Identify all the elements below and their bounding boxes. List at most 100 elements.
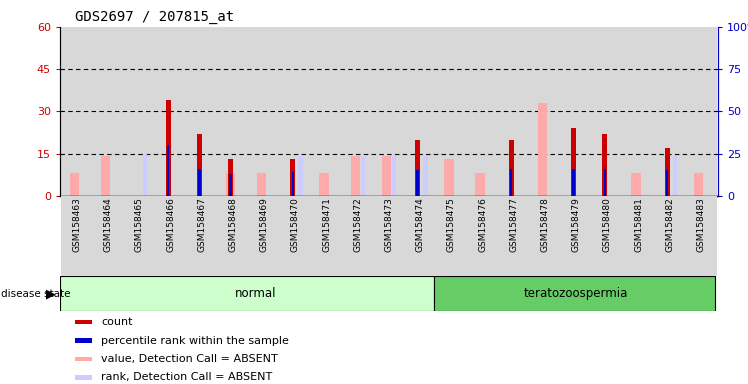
Text: GSM158467: GSM158467 — [197, 197, 206, 252]
Bar — [257, 173, 266, 196]
Text: GSM158480: GSM158480 — [603, 197, 612, 252]
Bar — [592, 196, 623, 276]
Bar — [623, 27, 654, 196]
Bar — [666, 170, 669, 196]
Bar — [436, 196, 467, 276]
Bar — [280, 196, 311, 276]
Bar — [373, 27, 405, 196]
Bar — [165, 100, 171, 196]
Bar — [155, 27, 186, 196]
Bar — [685, 27, 717, 196]
Bar — [417, 170, 419, 196]
Bar — [685, 196, 717, 276]
Bar — [373, 196, 405, 276]
Text: GSM158475: GSM158475 — [447, 197, 456, 252]
Bar — [592, 27, 623, 196]
Bar — [61, 196, 93, 276]
Bar — [623, 196, 654, 276]
Text: GSM158463: GSM158463 — [73, 197, 82, 252]
Bar — [61, 27, 93, 196]
Bar — [218, 196, 248, 276]
Bar — [602, 134, 607, 196]
Bar — [93, 27, 123, 196]
Bar — [392, 156, 396, 196]
Text: GSM158466: GSM158466 — [166, 197, 175, 252]
Text: GSM158478: GSM158478 — [541, 197, 550, 252]
Bar — [167, 145, 169, 196]
Bar — [560, 196, 592, 276]
Bar — [218, 27, 248, 196]
Bar — [381, 156, 391, 196]
Bar — [290, 159, 295, 196]
Bar — [298, 156, 303, 196]
Bar — [444, 159, 453, 196]
Text: GSM158481: GSM158481 — [634, 197, 643, 252]
Text: GSM158482: GSM158482 — [665, 197, 674, 252]
Bar — [229, 174, 232, 196]
Text: ▶: ▶ — [46, 287, 55, 300]
Bar — [280, 27, 311, 196]
Bar — [311, 196, 342, 276]
Bar — [673, 156, 677, 196]
Text: rank, Detection Call = ABSENT: rank, Detection Call = ABSENT — [101, 372, 272, 382]
Bar — [665, 148, 669, 196]
Bar — [101, 156, 111, 196]
Bar — [415, 139, 420, 196]
Text: GSM158471: GSM158471 — [322, 197, 331, 252]
Text: percentile rank within the sample: percentile rank within the sample — [101, 336, 289, 346]
Bar — [654, 27, 685, 196]
Bar — [436, 27, 467, 196]
Bar — [292, 172, 294, 196]
Bar — [197, 134, 202, 196]
Bar — [311, 27, 342, 196]
Bar — [351, 156, 360, 196]
Text: teratozoospermia: teratozoospermia — [524, 287, 628, 300]
Bar — [509, 139, 514, 196]
Text: GSM158469: GSM158469 — [260, 197, 269, 252]
Bar — [123, 27, 155, 196]
Text: disease state: disease state — [1, 289, 71, 299]
Bar — [123, 196, 155, 276]
Bar — [530, 27, 560, 196]
Bar — [198, 169, 200, 196]
Bar — [143, 154, 147, 196]
Text: GSM158472: GSM158472 — [353, 197, 362, 252]
Text: value, Detection Call = ABSENT: value, Detection Call = ABSENT — [101, 354, 278, 364]
Text: GSM158470: GSM158470 — [291, 197, 300, 252]
Bar — [186, 27, 218, 196]
Bar — [631, 173, 641, 196]
Text: GSM158476: GSM158476 — [478, 197, 487, 252]
Bar — [476, 173, 485, 196]
Text: GSM158464: GSM158464 — [104, 197, 113, 252]
Text: GDS2697 / 207815_at: GDS2697 / 207815_at — [75, 10, 234, 23]
Bar — [186, 196, 218, 276]
Bar — [228, 159, 233, 196]
Bar — [654, 196, 685, 276]
Bar — [498, 196, 530, 276]
Text: GSM158468: GSM158468 — [228, 197, 237, 252]
Bar — [510, 169, 512, 196]
Bar — [226, 173, 235, 196]
Text: count: count — [101, 317, 132, 327]
Bar — [434, 276, 715, 311]
Text: GSM158474: GSM158474 — [416, 197, 425, 252]
Bar — [60, 276, 434, 311]
Bar — [405, 196, 436, 276]
Bar — [361, 156, 365, 196]
Bar — [70, 173, 79, 196]
Bar — [93, 196, 123, 276]
Bar — [530, 196, 560, 276]
Text: GSM158479: GSM158479 — [571, 197, 580, 252]
Bar — [467, 27, 498, 196]
Bar — [560, 27, 592, 196]
Text: GSM158483: GSM158483 — [696, 197, 705, 252]
Text: GSM158477: GSM158477 — [509, 197, 518, 252]
Bar — [405, 27, 436, 196]
Text: normal: normal — [235, 287, 276, 300]
Bar — [248, 196, 280, 276]
Bar — [693, 173, 703, 196]
Bar — [571, 128, 576, 196]
Text: GSM158465: GSM158465 — [135, 197, 144, 252]
Bar — [319, 173, 329, 196]
Bar — [342, 196, 373, 276]
